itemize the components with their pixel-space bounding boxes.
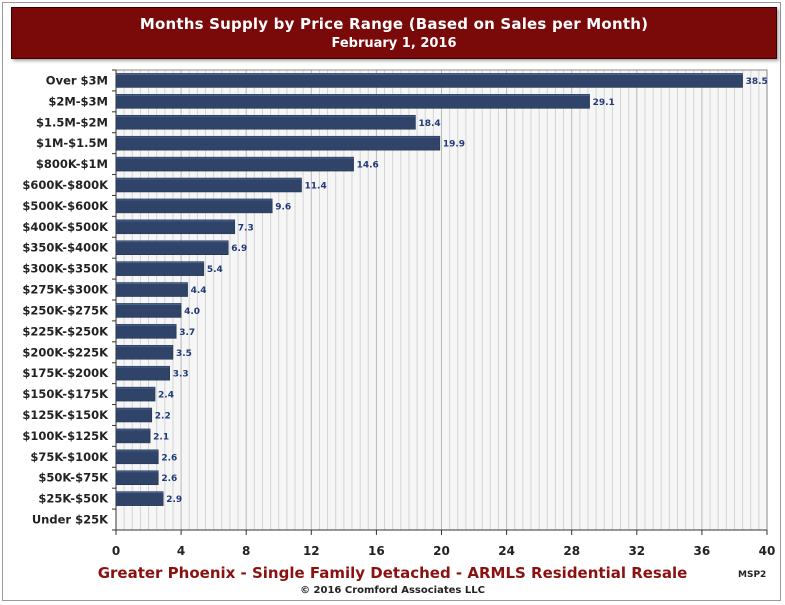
x-tick-label: 0 xyxy=(112,544,120,558)
x-tick-label: 16 xyxy=(368,544,385,558)
category-label: Over $3M xyxy=(46,73,108,87)
bar xyxy=(115,240,229,255)
bar xyxy=(115,449,159,465)
category-label: $75K-$100K xyxy=(30,450,109,464)
x-tick-label: 32 xyxy=(628,544,645,558)
category-label: $25K-$50K xyxy=(38,492,109,506)
bar xyxy=(115,198,273,214)
value-label: 2.6 xyxy=(161,453,177,463)
footer-chart-code: MSP2 xyxy=(738,570,767,580)
value-label: 3.3 xyxy=(173,370,189,380)
value-label: 19.9 xyxy=(443,140,465,150)
chart-title: Months Supply by Price Range (Based on S… xyxy=(139,15,649,33)
value-label: 11.4 xyxy=(305,182,327,192)
bar xyxy=(115,219,236,235)
bar xyxy=(115,365,170,381)
value-label: 2.4 xyxy=(158,391,174,401)
footer-description: Greater Phoenix - Single Family Detached… xyxy=(97,564,688,582)
category-label: $500K-$600K xyxy=(22,199,109,213)
value-label: 3.7 xyxy=(179,328,195,338)
bar xyxy=(115,470,159,485)
category-label: $125K-$150K xyxy=(22,408,109,422)
value-label: 14.6 xyxy=(357,161,379,171)
x-tick-label: 20 xyxy=(433,544,450,558)
category-label: $150K-$175K xyxy=(22,387,109,401)
bar xyxy=(115,324,177,339)
bar xyxy=(115,407,153,423)
value-label: 4.0 xyxy=(184,307,200,317)
bar xyxy=(115,177,302,193)
bar xyxy=(115,282,188,297)
category-label: $350K-$400K xyxy=(22,241,109,255)
title-banner: Months Supply by Price Range (Based on S… xyxy=(11,7,777,59)
value-label: 4.4 xyxy=(191,286,207,296)
bar xyxy=(115,135,441,151)
bar xyxy=(115,261,205,276)
x-tick-label: 24 xyxy=(498,544,515,558)
category-label: $175K-$200K xyxy=(22,366,109,380)
category-label: $600K-$800K xyxy=(22,178,109,192)
bar xyxy=(115,491,164,506)
x-tick-label: 8 xyxy=(242,544,250,558)
bar xyxy=(115,386,156,402)
category-label: $800K-$1M xyxy=(36,157,108,171)
category-label: Under $25K xyxy=(32,513,109,527)
x-tick-label: 12 xyxy=(303,544,320,558)
value-label: 2.2 xyxy=(155,412,171,422)
value-label: 7.3 xyxy=(238,223,254,233)
category-label: $2M-$3M xyxy=(48,94,108,108)
chart-subtitle: February 1, 2016 xyxy=(331,36,457,51)
bar xyxy=(115,115,416,130)
bar xyxy=(115,73,743,88)
category-label: $100K-$125K xyxy=(22,429,109,443)
category-label: $225K-$250K xyxy=(22,324,109,338)
category-label: $50K-$75K xyxy=(38,471,109,485)
bar xyxy=(115,303,182,318)
value-label: 5.4 xyxy=(207,265,223,275)
bar xyxy=(115,428,151,444)
category-label: $400K-$500K xyxy=(22,220,109,234)
bar xyxy=(115,345,174,360)
value-label: 6.9 xyxy=(231,244,247,254)
x-tick-label: 40 xyxy=(759,544,776,558)
value-label: 38.5 xyxy=(746,77,768,87)
category-label: $300K-$350K xyxy=(22,262,109,276)
value-label: 3.5 xyxy=(176,349,192,359)
value-label: 2.6 xyxy=(161,474,177,484)
category-label: $275K-$300K xyxy=(22,283,109,297)
footer-copyright: © 2016 Cromford Associates LLC xyxy=(300,585,485,596)
x-tick-label: 36 xyxy=(694,544,711,558)
value-label: 18.4 xyxy=(418,119,440,129)
x-tick-label: 28 xyxy=(563,544,580,558)
category-label: $1M-$1.5M xyxy=(36,136,108,150)
x-tick-label: 4 xyxy=(177,544,185,558)
value-label: 2.9 xyxy=(166,495,182,505)
category-label: $250K-$275K xyxy=(22,303,109,317)
category-label: $200K-$225K xyxy=(22,345,109,359)
value-label: 2.1 xyxy=(153,432,169,442)
value-label: 29.1 xyxy=(593,98,615,108)
value-label: 9.6 xyxy=(275,202,291,212)
bar xyxy=(115,156,354,172)
bar xyxy=(115,94,590,109)
category-label: $1.5M-$2M xyxy=(36,115,108,129)
